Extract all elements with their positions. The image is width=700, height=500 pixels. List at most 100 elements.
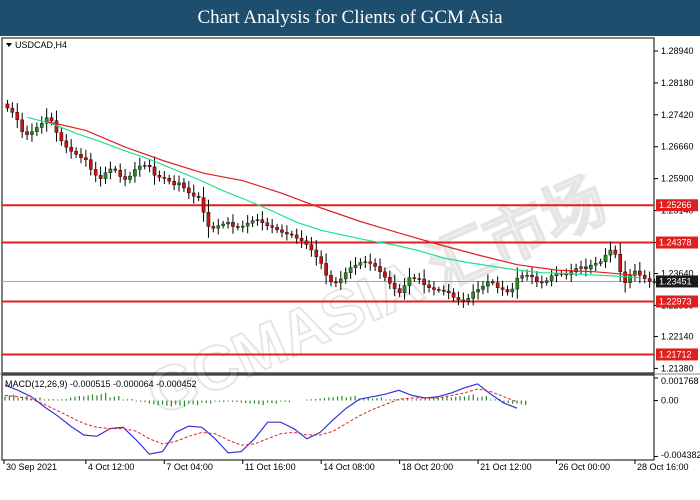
candle-down [505,289,510,293]
macd-tick-label: 0.001768 [661,376,699,386]
candle-down [59,132,64,142]
candle-down [495,282,500,288]
price-tick-label: 1.22140 [661,331,694,341]
candle-down [392,282,397,289]
candle-up [35,127,39,132]
candle-down [265,222,270,226]
price-tick-label: 1.26660 [661,142,694,152]
candle-down [79,154,83,158]
candle-down [147,164,152,168]
chart-area: GCMASIA 汇市场 1.289401.281801.274201.26660… [0,37,700,472]
macd-signal-line [4,388,518,446]
current-price-tag [656,275,698,288]
time-tick-label: 4 Oct 12:00 [88,462,135,472]
time-tick-label: 11 Oct 16:00 [245,462,296,472]
candle-down [93,169,98,176]
candle-down [584,266,588,270]
candle-up [520,275,524,279]
candle-down [275,227,279,231]
dropdown-arrow-icon [6,43,12,47]
candle-down [74,151,78,155]
candle-up [603,254,608,262]
candle-up [481,285,485,290]
candle-up [544,280,549,283]
candle-down [388,277,392,284]
candle-up [589,264,593,270]
candle-up [515,277,520,290]
candle-up [628,274,632,283]
candle-up [608,249,613,256]
level-tag-label: 1.24378 [659,238,692,248]
candle-down [329,274,333,283]
time-tick-label: 28 Oct 16:00 [637,462,689,472]
candle-up [348,267,353,273]
candle-up [30,131,34,135]
candle-down [118,170,123,177]
candle-down [167,178,172,182]
candle-up [128,175,132,180]
candle-down [368,261,373,264]
candle-up [133,169,137,177]
candle-up [343,272,348,280]
candle-down [530,274,534,278]
candle-down [201,197,206,213]
candle-down [182,182,186,189]
price-tick-label: 1.28180 [661,78,694,88]
price-tick-label: 1.23640 [661,269,694,279]
candle-down [461,299,466,302]
candle-down [397,288,402,294]
candle-up [39,123,44,128]
candle-up [240,225,245,228]
candle-down [191,192,196,197]
candle-up [353,264,358,268]
time-axis: 30 Sep 2021 4 Oct 12:00 7 Oct 04:00 11 Oct … [3,460,689,472]
macd-panel [1,374,655,461]
candle-down [412,277,417,279]
candle-up [402,285,407,294]
candle-down [187,187,191,194]
candle-up [598,261,603,264]
candle-up [103,172,108,179]
candle-down [456,297,461,301]
macd-series [4,383,527,455]
candle-down [427,284,431,288]
macd-tick-label: -0.004382 [661,450,700,460]
candle-up [549,275,554,281]
candle-up [226,222,230,225]
candle-down [383,271,387,278]
candle-up [471,291,475,299]
candle-down [25,131,29,135]
candle-up [108,168,113,173]
macd-tick-label: 0.00 [661,396,679,406]
current-price-label: 1.23451 [659,276,692,286]
candle-down [123,176,127,180]
candle-down [441,290,446,292]
candle-down [236,226,240,228]
candle-down [319,256,323,264]
candle-up [593,263,598,266]
macd-label: MACD(12,26,9) -0.000515 -0.000064 -0.000… [5,379,197,389]
candle-up [250,220,255,224]
ma-fast-line [46,120,635,276]
candle-up [221,223,225,226]
candle-down [314,249,319,257]
time-tick-label: 26 Oct 00:00 [559,462,611,472]
price-tick-label: 1.21380 [661,363,694,373]
price-tick-label: 1.28940 [661,46,694,56]
symbol-label: USDCAD,H4 [15,40,67,50]
level-tag [656,236,698,249]
candle-down [49,117,54,121]
candle-down [157,175,162,178]
candle-down [211,226,216,229]
candle-down [490,281,495,284]
support-resistance-lines [2,204,654,356]
candle-down [113,168,118,171]
level-tag [656,199,698,212]
level-tag [656,348,698,361]
candle-up [177,182,181,186]
candle-up [525,274,529,277]
candle-up [44,117,49,124]
candle-down [69,146,73,152]
candle-down [417,278,422,280]
candle-down [88,159,93,170]
